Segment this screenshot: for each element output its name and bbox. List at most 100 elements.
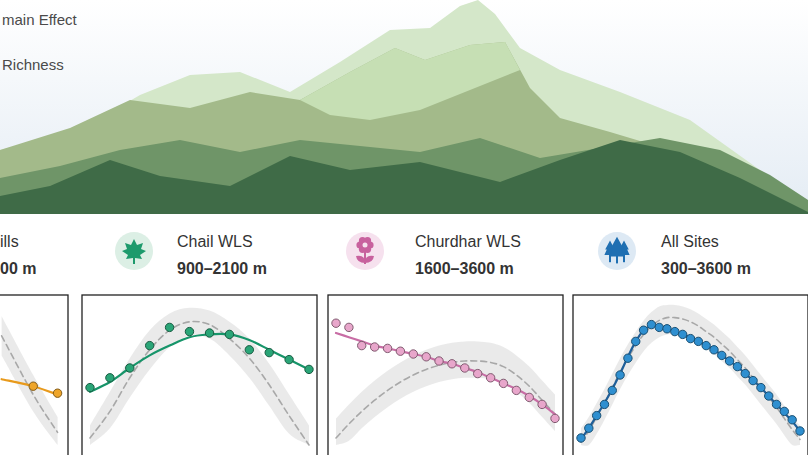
richness-point [632,337,640,345]
richness-point [165,323,173,331]
panel: ills 00 m [0,233,68,455]
richness-point [608,386,616,394]
tree [609,237,624,257]
richness-point [741,369,749,377]
plot-data [577,305,804,446]
icon-bg [598,232,636,270]
richness-point [624,354,632,362]
richness-point [671,327,679,335]
panel-range: 00 m [0,260,36,277]
richness-point [694,337,702,345]
richness-point [686,334,694,342]
flower-center [363,243,368,248]
richness-point [780,407,788,415]
sky [0,0,808,214]
richness-point [245,346,253,354]
richness-point [396,347,404,355]
richness-point [383,344,391,352]
plot-frame [0,295,68,455]
richness-point [205,329,213,337]
panel: Chail WLS 900–2100 m [82,232,317,455]
plot-data [2,316,62,445]
richness-point [305,365,313,373]
richness-point [106,374,114,382]
richness-point [663,325,671,333]
richness-point [126,364,134,372]
mountain [0,0,808,214]
richness-point [788,416,796,424]
richness-point [461,364,469,372]
richness-point [345,323,353,331]
richness-point [577,434,585,442]
plot-data [332,319,559,445]
richness-point [718,351,726,359]
richness-point [765,392,773,400]
panel-title: Churdhar WLS [415,233,521,250]
richness-point [512,386,520,394]
panel-range: 1600–3600 m [415,260,514,277]
richness-point [639,326,647,334]
plot-frame [573,295,808,455]
richness-point [225,330,233,338]
richness-point [285,355,293,363]
null-band [2,316,58,445]
richness-point [473,369,481,377]
plot-frame [328,295,563,455]
null-band [581,305,800,446]
richness-point [796,427,804,435]
richness-point [772,400,780,408]
header-text: Richness [2,56,64,73]
null-model-line [581,317,800,442]
richness-point [725,357,733,365]
richness-point [525,393,533,401]
null-model-line [336,361,555,438]
richness-point [592,411,600,419]
mountain [0,42,808,214]
richness-point [86,383,94,391]
flower-leaves [356,256,374,263]
fit-line [336,333,555,414]
figure: main Effect Richness ills 00 m Chail WLS 900–… [0,0,808,455]
richness-point [647,320,655,328]
richness-point [409,350,417,358]
richness-point [538,400,546,408]
richness-point [145,341,153,349]
richness-point [616,371,624,379]
mountain [0,138,808,214]
richness-point [29,382,37,390]
richness-point [757,383,765,391]
panel-range: 900–2100 m [177,260,267,277]
richness-point [370,343,378,351]
icon-bg [115,232,153,270]
richness-point [265,348,273,356]
null-model-line [90,321,309,445]
mountain [0,140,808,214]
richness-point [600,400,608,408]
tree-trunk [616,255,618,263]
null-model-line [2,336,58,433]
richness-point [448,360,456,368]
fit-line [581,326,800,440]
panel: Churdhar WLS 1600–3600 m [328,232,563,455]
richness-point [702,341,710,349]
icon-bg [346,232,384,270]
null-band [90,308,309,445]
richness-point [585,424,593,432]
fit-line [2,379,58,394]
richness-point [486,374,494,382]
richness-point [733,362,741,370]
plot-frame [82,295,317,455]
richness-point [749,376,757,384]
panel-title: Chail WLS [177,233,253,250]
richness-point [358,341,366,349]
landscape [0,0,808,214]
richness-point [710,346,718,354]
fit-line [90,334,309,392]
panel: All Sites300–3600 m [573,232,808,455]
richness-point [678,330,686,338]
panel-title: ills [0,233,19,250]
richness-point [655,323,663,331]
header-text: main Effect [2,11,78,28]
richness-point [435,357,443,365]
plot-data [86,308,313,445]
